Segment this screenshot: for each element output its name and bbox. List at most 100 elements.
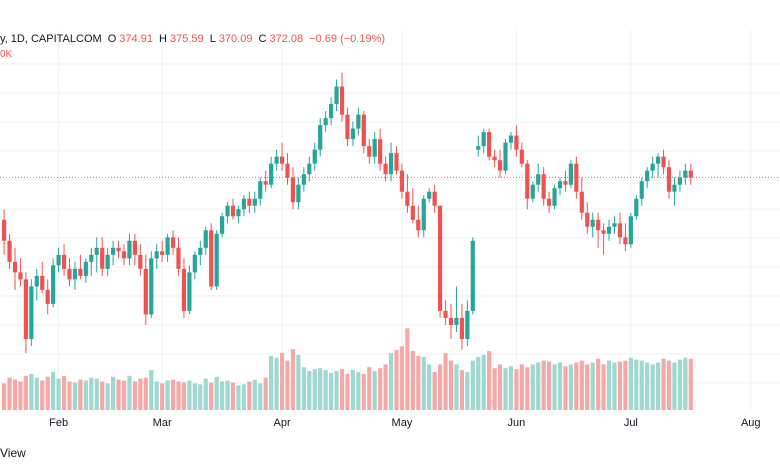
candle-body <box>345 114 350 140</box>
volume-bar <box>274 357 279 410</box>
volume-bar <box>7 377 12 410</box>
candle-body <box>307 163 312 175</box>
volume-bar <box>623 360 628 410</box>
volume-bar <box>410 351 415 410</box>
candle-body <box>339 86 345 115</box>
volume-bar <box>51 372 56 410</box>
candle-body <box>214 233 219 287</box>
volume-bar <box>263 377 268 410</box>
volume-bar <box>427 364 432 410</box>
volume-bar <box>481 354 486 410</box>
candle-body <box>247 198 252 206</box>
volume-bar <box>203 378 208 410</box>
candle-body <box>12 261 18 273</box>
candle-body <box>536 174 541 185</box>
candle-body <box>378 139 383 164</box>
volume-legend: 0K <box>0 49 13 60</box>
candle-body <box>508 135 514 143</box>
volume-bar <box>301 367 306 410</box>
volume-bar <box>399 346 405 410</box>
candle-body <box>399 170 405 192</box>
volume-bar <box>214 376 219 410</box>
candle-body <box>105 254 110 269</box>
volume-bar <box>677 359 682 410</box>
volume-bar <box>72 382 78 410</box>
candle-body <box>56 254 61 266</box>
candle-body <box>557 181 563 189</box>
volume-bar <box>585 364 590 410</box>
candle-body <box>677 177 682 185</box>
volume-bar <box>285 360 290 410</box>
candle-body <box>383 163 388 175</box>
candle-body <box>421 198 426 231</box>
x-tick-label: Apr <box>273 417 290 429</box>
volume-bar <box>356 372 361 410</box>
candle-body <box>596 219 601 231</box>
candle-body <box>525 163 530 199</box>
x-tick-label: Jun <box>508 417 526 429</box>
candle-body <box>116 247 121 252</box>
candle-body <box>198 247 203 255</box>
volume-bar <box>492 368 497 410</box>
volume-bar <box>67 381 72 410</box>
candle-body <box>639 181 644 199</box>
candle-body <box>634 198 639 217</box>
volume-bar <box>536 362 541 410</box>
volume-bar <box>645 362 650 410</box>
volume-bars <box>2 328 693 410</box>
candle-body <box>296 184 301 203</box>
candle-body <box>225 205 230 217</box>
volume-bar <box>258 383 263 410</box>
candle-body <box>448 317 454 325</box>
candle-body <box>361 114 366 147</box>
volume-bar <box>78 379 83 410</box>
volume-bar <box>138 378 143 410</box>
candle-body <box>301 174 306 185</box>
x-tick-label: May <box>392 417 413 429</box>
candle-body <box>628 216 633 245</box>
symbol-label[interactable]: y, 1D, CAPITALCOM <box>0 33 102 45</box>
candle-body <box>29 286 34 339</box>
candle-body <box>443 310 448 318</box>
candle-body <box>154 251 159 259</box>
volume-bar <box>519 364 524 410</box>
candle-body <box>72 268 78 280</box>
candle-body <box>236 209 241 217</box>
volume-bar <box>225 380 230 410</box>
volume-bar <box>181 382 187 410</box>
volume-bar <box>476 356 481 410</box>
volume-bar <box>143 377 148 410</box>
volume-bar <box>165 380 170 410</box>
candle-body <box>176 247 181 269</box>
candle-body <box>666 167 672 192</box>
view-label[interactable]: View <box>0 446 26 460</box>
volume-bar <box>220 381 225 410</box>
volume-bar <box>252 379 257 410</box>
candle-body <box>220 216 225 234</box>
volume-bar <box>312 369 317 410</box>
candle-body <box>459 317 464 339</box>
volume-bar <box>612 362 617 410</box>
volume-bar <box>61 375 67 410</box>
x-tick-label: Mar <box>153 417 172 429</box>
open-label: O <box>107 33 117 45</box>
volume-bar <box>2 383 7 410</box>
candle-body <box>323 118 328 126</box>
volume-bar <box>383 364 388 410</box>
candle-body <box>61 254 67 269</box>
candle-body <box>350 128 355 140</box>
volume-bar <box>192 383 197 410</box>
volume-bar <box>290 349 296 410</box>
candle-body <box>645 170 650 182</box>
candle-body <box>258 181 263 199</box>
candle-body <box>100 247 105 269</box>
volume-bar <box>465 372 470 410</box>
candle-body <box>438 205 443 311</box>
volume-bar <box>557 362 563 410</box>
volume-bar <box>269 355 274 410</box>
candle-body <box>181 268 187 311</box>
candle-body <box>45 289 50 304</box>
candle-body <box>132 240 137 255</box>
candle-body <box>617 223 623 238</box>
